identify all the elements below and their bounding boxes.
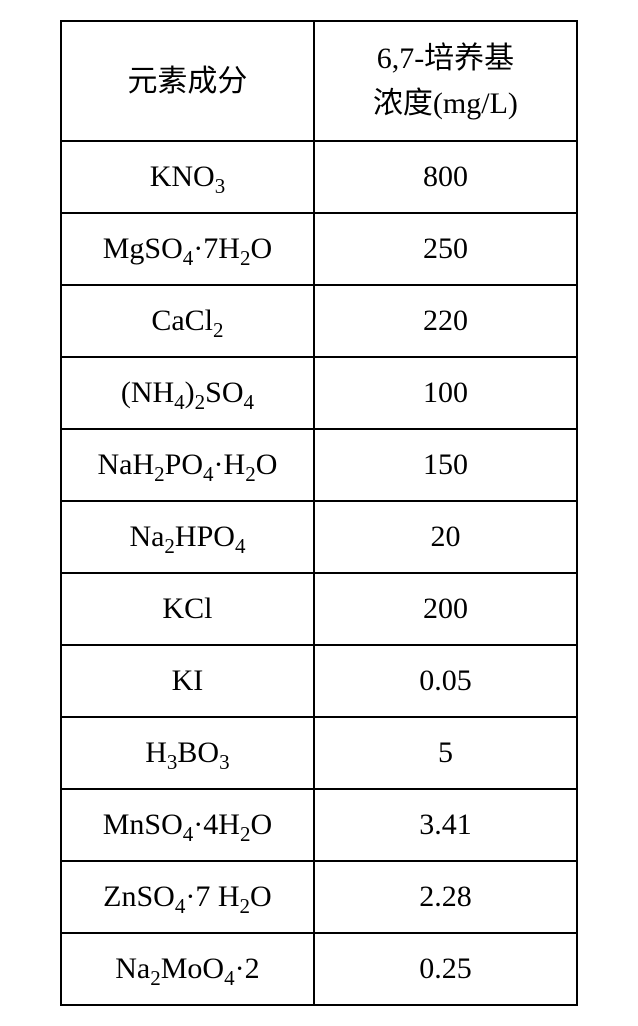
cell-conc: 200 [314,573,577,645]
cell-conc: 20 [314,501,577,573]
table-row: MgSO4·7H2O 250 [61,213,577,285]
conc-text: 150 [423,448,468,481]
cell-compound: NaH2PO4·H2O [61,429,314,501]
compound-text: Na2HPO4 [129,520,245,553]
table-row: KNO3 800 [61,141,577,213]
cell-conc: 0.05 [314,645,577,717]
compound-text: Na2MoO4·2 [115,952,259,985]
compound-text: CaCl2 [151,304,223,337]
compound-text: MgSO4·7H2O [103,232,272,265]
conc-text: 5 [438,736,453,769]
composition-table: 元素成分 6,7-培养基 浓度(mg/L) KNO3 800 MgSO4·7H2… [60,20,578,1006]
compound-text: NaH2PO4·H2O [98,448,278,481]
header-compound-label: 元素成分 [127,65,247,98]
cell-conc: 2.28 [314,861,577,933]
cell-compound: CaCl2 [61,285,314,357]
table-row: ZnSO4·7 H2O 2.28 [61,861,577,933]
cell-conc: 800 [314,141,577,213]
table-row: KI 0.05 [61,645,577,717]
conc-text: 0.25 [419,952,472,985]
cell-compound: ZnSO4·7 H2O [61,861,314,933]
compound-text: MnSO4·4H2O [103,808,272,841]
cell-compound: KCl [61,573,314,645]
cell-conc: 3.41 [314,789,577,861]
cell-compound: MnSO4·4H2O [61,789,314,861]
compound-text: (NH4)2SO4 [121,376,254,409]
conc-text: 3.41 [419,808,472,841]
table-row: CaCl2 220 [61,285,577,357]
cell-compound: MgSO4·7H2O [61,213,314,285]
header-compound: 元素成分 [61,21,314,141]
table-row: Na2HPO4 20 [61,501,577,573]
cell-conc: 100 [314,357,577,429]
compound-text: ZnSO4·7 H2O [103,880,272,913]
conc-text: 100 [423,376,468,409]
cell-compound: Na2HPO4 [61,501,314,573]
conc-text: 2.28 [419,880,472,913]
compound-text: KNO3 [150,160,226,193]
compound-text: KI [172,664,204,697]
cell-compound: Na2MoO4·2 [61,933,314,1005]
cell-compound: KNO3 [61,141,314,213]
table-header-row: 元素成分 6,7-培养基 浓度(mg/L) [61,21,577,141]
conc-text: 20 [430,520,460,553]
cell-compound: KI [61,645,314,717]
header-conc-line1: 6,7-培养基 [377,42,515,75]
cell-conc: 0.25 [314,933,577,1005]
conc-text: 250 [423,232,468,265]
cell-compound: H3BO3 [61,717,314,789]
header-concentration: 6,7-培养基 浓度(mg/L) [314,21,577,141]
table-row: Na2MoO4·2 0.25 [61,933,577,1005]
table-row: H3BO3 5 [61,717,577,789]
table-row: KCl 200 [61,573,577,645]
conc-text: 0.05 [419,664,472,697]
compound-text: H3BO3 [145,736,229,769]
compound-text: KCl [162,592,212,625]
table-row: MnSO4·4H2O 3.41 [61,789,577,861]
conc-text: 200 [423,592,468,625]
cell-conc: 5 [314,717,577,789]
cell-conc: 220 [314,285,577,357]
cell-compound: (NH4)2SO4 [61,357,314,429]
cell-conc: 250 [314,213,577,285]
conc-text: 220 [423,304,468,337]
conc-text: 800 [423,160,468,193]
table-row: NaH2PO4·H2O 150 [61,429,577,501]
table-row: (NH4)2SO4 100 [61,357,577,429]
header-conc-line2: 浓度(mg/L) [373,87,518,120]
cell-conc: 150 [314,429,577,501]
